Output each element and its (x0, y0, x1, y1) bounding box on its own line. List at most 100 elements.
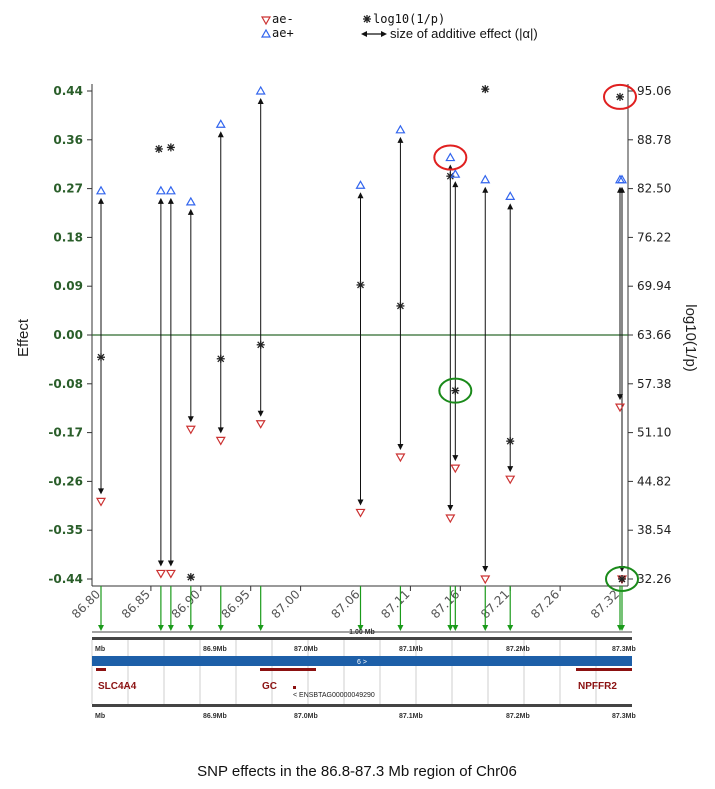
x-tick-label: 86.95 (219, 587, 253, 621)
effect-arrow-head-up (452, 181, 459, 188)
left-tick-label: 0.44 (53, 84, 83, 98)
x-tick-label: 86.80 (69, 587, 103, 621)
top-tick-4: 87.2Mb (506, 646, 530, 653)
plot-area: 0.44 0.36 0.27 0.18 0.09 0.00 -0.08 -0.17 -0.26 -… (48, 83, 671, 621)
ae-plus-marker (616, 174, 628, 184)
left-tick-label: 0.27 (53, 182, 83, 196)
ae-minus-marker (614, 403, 626, 413)
ae-plus-marker (355, 180, 366, 189)
star-legend-marker (363, 15, 371, 23)
log10p-marker-stroke (396, 302, 404, 310)
left-tick-label: 0.36 (53, 133, 83, 147)
top-tick-0: Mb (95, 646, 105, 653)
bottom-tick-3: 87.1Mb (399, 713, 423, 720)
effect-arrow-head-down (452, 455, 459, 462)
x-tick-label: 87.16 (428, 587, 462, 621)
effect-arrow-head-up (167, 197, 174, 204)
x-tick-label: 86.85 (119, 587, 153, 621)
y2-axis-label: log10(1/p) (682, 304, 699, 372)
snp-position-arrow-head (447, 625, 454, 631)
ae-plus-marker (185, 196, 196, 206)
transcript-mark (293, 686, 296, 689)
right-tick-label: 95.06 (637, 84, 671, 98)
log10p-marker (97, 353, 105, 362)
effect-arrow-head-down (187, 416, 194, 423)
right-tick-label: 38.54 (637, 523, 671, 537)
snp-position-arrow-head (507, 625, 514, 631)
effect-arrow-head-down (98, 488, 104, 495)
log10p-marker-stroke (217, 355, 225, 363)
marker-group (95, 85, 628, 585)
track-grid (91, 640, 597, 704)
top-tick-5: 87.3Mb (612, 646, 636, 653)
x-tick-label: 87.06 (328, 587, 362, 621)
effect-arrow-head-down (167, 560, 174, 567)
log10p-marker (506, 437, 515, 446)
ae-minus-marker (450, 464, 461, 474)
log10p-marker-stroke (357, 281, 364, 289)
right-tick-label: 69.94 (637, 279, 671, 293)
log10p-marker (446, 172, 455, 181)
right-tick-label: 57.38 (637, 377, 671, 391)
right-tick-group: 95.06 88.78 82.50 76.22 69.94 63.66 57.38 51.10… (628, 84, 671, 586)
legend-log10-label: log10(1/p) (373, 12, 445, 26)
x-tick-label: 87.00 (269, 587, 303, 621)
snp-position-arrows (98, 586, 625, 631)
log10p-marker (216, 354, 225, 363)
x-tick-group: 86.80 86.85 86.90 86.95 87.00 87.06 87.11 87.16… (69, 586, 622, 621)
bottom-tick-0: Mb (95, 713, 105, 720)
ae-plus-marker (480, 174, 491, 184)
left-tick-label: 0.00 (53, 328, 83, 342)
snp-position-arrow-head (217, 625, 224, 631)
legend-ae-minus-label: ae- (272, 12, 294, 26)
red-highlight-circle (433, 144, 468, 171)
log10p-marker-stroke (481, 85, 489, 93)
right-tick-label: 32.26 (637, 572, 671, 586)
ae-minus-marker (395, 453, 406, 463)
bottom-tick-1: 86.9Mb (203, 713, 227, 720)
log10p-marker-stroke (167, 143, 175, 151)
effect-arrow-head-down (217, 427, 224, 434)
green-highlight-circle (438, 377, 473, 404)
effect-arrow-head-down (157, 560, 164, 567)
snp-position-arrow-head (397, 625, 404, 631)
left-tick-label: -0.08 (48, 377, 83, 391)
log10p-marker (616, 92, 624, 101)
snp-position-arrow-head (357, 625, 364, 631)
top-tick-3: 87.1Mb (399, 646, 423, 653)
y-axis-label: Effect (15, 318, 32, 357)
right-tick-label: 76.22 (637, 230, 671, 244)
right-tick-label: 63.66 (637, 328, 671, 342)
legend-ae-plus-label: ae+ (272, 26, 294, 40)
left-tick-label: 0.18 (53, 230, 83, 244)
ae-minus-marker (155, 569, 166, 579)
x-tick-label: 87.11 (378, 587, 412, 621)
ae-plus-legend-marker (260, 28, 272, 38)
x-tick-label: 87.21 (478, 587, 512, 621)
right-tick-label: 51.10 (637, 426, 671, 440)
effect-arrow-head-up (357, 192, 364, 199)
chromosome-label: 6 > (357, 659, 367, 666)
log10p-marker-stroke (451, 387, 459, 395)
bottom-tick-5: 87.3Mb (612, 713, 636, 720)
figure-caption: SNP effects in the 86.8-87.3 Mb region o… (197, 763, 517, 780)
ae-plus-marker (395, 124, 406, 134)
effect-arrow-head-down (507, 466, 514, 473)
effect-arrow-head-up (397, 136, 404, 143)
left-tick-label: -0.17 (48, 426, 83, 440)
right-tick-label: 88.78 (637, 133, 671, 147)
left-tick-label: -0.35 (48, 523, 83, 537)
log10p-marker (451, 386, 460, 395)
log10p-marker (481, 85, 490, 94)
ae-plus-marker (445, 152, 456, 162)
ae-plus-marker (255, 85, 266, 95)
bottom-ruler (92, 704, 632, 707)
gene-npffr2-bar (576, 668, 632, 671)
log10p-marker-stroke (616, 93, 624, 101)
log10p-marker (154, 144, 163, 153)
snp-position-arrow-head (187, 625, 194, 631)
chromosome-bar (92, 656, 632, 666)
snp-position-arrow-head (157, 625, 164, 631)
log10p-marker (256, 340, 265, 349)
